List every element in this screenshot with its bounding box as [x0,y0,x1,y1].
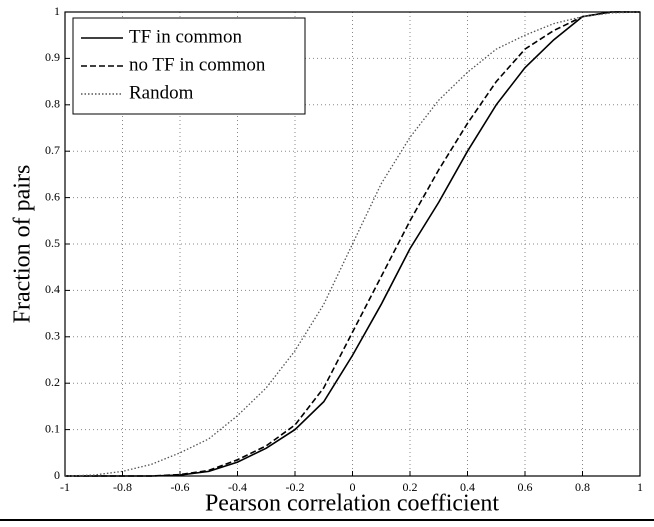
x-tick-label: -0.4 [228,480,247,494]
legend-label: no TF in common [129,54,266,75]
x-tick-label: 0.8 [575,480,590,494]
x-tick-label: -1 [60,480,70,494]
x-tick-label: -0.2 [286,480,305,494]
y-tick-label: 1 [54,4,60,18]
series-line [64,11,641,477]
y-axis-label: Fraction of pairs [10,165,36,324]
y-tick-label: 0.9 [45,50,60,64]
y-tick-label: 0.7 [45,143,60,157]
y-tick-label: 0 [54,468,60,482]
plot-frame [64,11,641,477]
y-tick-label: 0.4 [45,282,60,296]
x-tick-label: 0.4 [460,480,475,494]
y-tick-label: 0.8 [45,97,60,111]
x-tick-label: -0.6 [171,480,190,494]
legend-label: Random [129,82,194,103]
x-tick-label: 0.2 [403,480,418,494]
legend-label: TF in common [129,26,242,47]
x-tick-label: 0 [350,480,356,494]
y-tick-label: 0.6 [45,189,60,203]
x-tick-label: 0.6 [518,480,533,494]
x-tick-label: -0.8 [113,480,132,494]
x-axis-label: Pearson correlation coefficient [205,491,499,517]
series-line [65,11,640,477]
y-tick-label: 0.5 [45,236,60,250]
legend-box [72,17,306,115]
y-tick-label: 0.3 [45,329,60,343]
x-tick-label: 1 [637,480,643,494]
y-tick-label: 0.2 [45,375,60,389]
y-tick-label: 0.1 [45,421,60,435]
